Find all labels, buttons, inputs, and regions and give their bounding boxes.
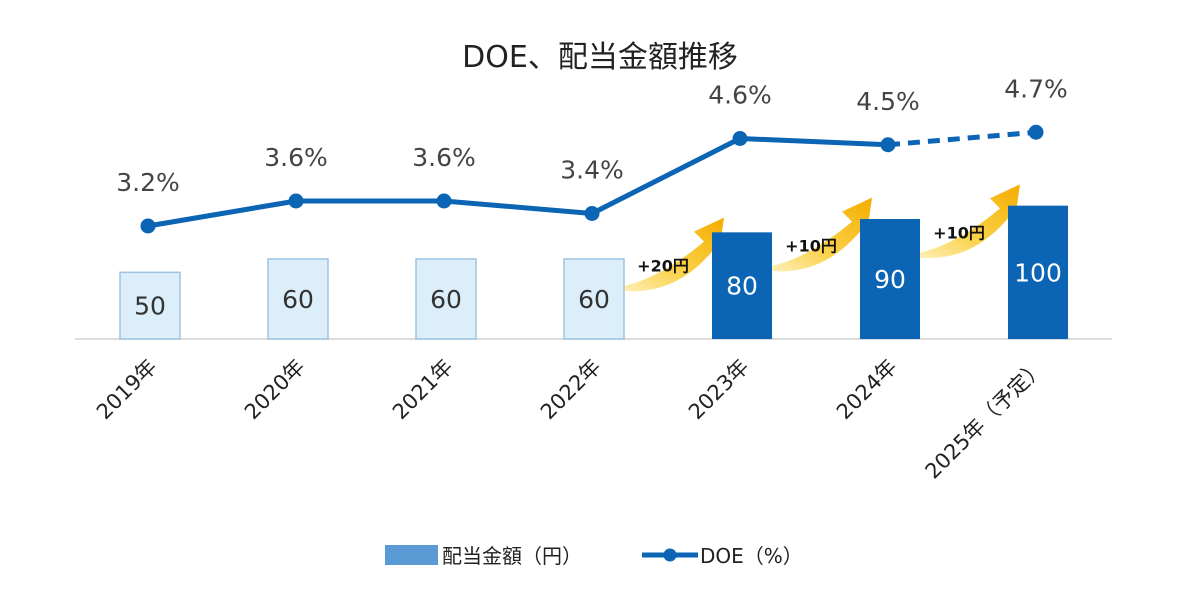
bar-series: 50 60 60 60 80 90 100 xyxy=(119,205,1068,340)
doe-point-6 xyxy=(1028,124,1044,140)
doe-point-4 xyxy=(732,131,748,146)
bar-value-label-2: 60 xyxy=(430,285,462,314)
increase-arrows: +20円 +10円 +10円 xyxy=(598,184,1020,292)
doe-line-dashed xyxy=(887,129,1037,148)
legend-line-marker xyxy=(663,548,677,562)
x-tick-label-0: 2019年 xyxy=(92,355,162,425)
x-axis-ticks: 2019年 2020年 2021年 2022年 2023年 2024年 2025年（予定） xyxy=(92,355,1050,484)
doe-point-3 xyxy=(584,206,600,221)
doe-value-label-4: 4.6% xyxy=(708,81,772,110)
increase-label-1: +10円 xyxy=(785,237,837,256)
doe-value-label-2: 3.6% xyxy=(412,143,476,172)
bar-1 xyxy=(267,258,329,340)
x-tick-label-2: 2021年 xyxy=(388,355,458,425)
bar-value-label-1: 60 xyxy=(282,285,314,314)
legend-line-label: DOE（%） xyxy=(700,544,803,568)
doe-value-label-0: 3.2% xyxy=(116,168,180,197)
legend-bar-label: 配当金額（円） xyxy=(442,544,582,568)
bar-5 xyxy=(860,219,920,339)
doe-value-label-6: 4.7% xyxy=(1004,74,1068,103)
doe-value-label-3: 3.4% xyxy=(560,156,624,185)
bar-value-label-6: 100 xyxy=(1014,258,1062,287)
bar-4 xyxy=(712,232,772,339)
increase-arrow-0 xyxy=(598,217,724,292)
legend-bar-swatch xyxy=(385,545,438,565)
bar-3 xyxy=(563,258,625,340)
increase-label-2: +10円 xyxy=(933,223,985,242)
doe-point-0 xyxy=(140,218,156,234)
x-tick-label-6: 2025年（予定） xyxy=(921,355,1050,484)
bar-6 xyxy=(1008,205,1068,339)
doe-point-5 xyxy=(880,137,896,153)
legend: 配当金額（円） DOE（%） xyxy=(385,544,803,568)
chart-title: DOE、配当金額推移 xyxy=(462,40,738,75)
bar-value-label-3: 60 xyxy=(578,285,610,314)
bar-0 xyxy=(119,271,181,340)
bar-value-label-4: 80 xyxy=(726,272,758,301)
bar-value-label-0: 50 xyxy=(134,292,166,321)
doe-point-1 xyxy=(288,193,304,209)
doe-value-label-5: 4.5% xyxy=(856,87,920,116)
x-tick-label-3: 2022年 xyxy=(536,355,606,425)
doe-line-series: 3.2% 3.6% 3.6% 3.4% 4.6% 4.5% 4.7% xyxy=(116,74,1068,234)
x-tick-label-1: 2020年 xyxy=(240,355,310,425)
increase-arrow-1 xyxy=(746,197,872,272)
increase-label-0: +20円 xyxy=(637,257,689,276)
increase-arrow-2 xyxy=(894,184,1020,259)
bar-2 xyxy=(415,258,477,340)
x-tick-label-5: 2024年 xyxy=(832,355,902,425)
x-tick-label-4: 2023年 xyxy=(684,355,754,425)
doe-line-solid xyxy=(147,136,889,229)
bar-value-label-5: 90 xyxy=(874,265,906,294)
doe-value-label-1: 3.6% xyxy=(264,143,328,172)
doe-point-2 xyxy=(436,193,452,209)
